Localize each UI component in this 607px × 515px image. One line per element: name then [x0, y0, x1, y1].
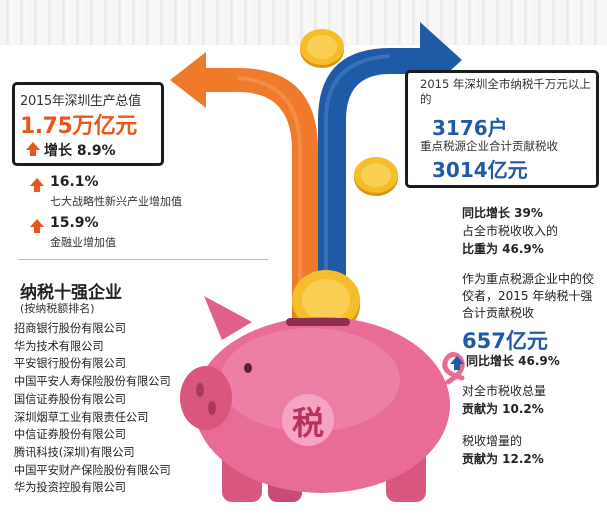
top-taxpayers-subtitle: (按纳税额排名)	[20, 302, 95, 315]
tax-box-line1: 2015 年深圳全市纳税千万元以上的	[420, 77, 591, 106]
gdp-title: 2015年深圳生产总值	[20, 94, 141, 109]
list-item: 腾讯科技(深圳)有限公司	[14, 445, 135, 459]
top-taxpayers-title: 纳税十强企业	[20, 283, 122, 303]
tax-box	[405, 70, 599, 188]
gdp-value: 1.75万亿元	[20, 114, 137, 139]
list-item: 华为技术有限公司	[14, 339, 104, 353]
finance-stat-value: 15.9%	[50, 215, 99, 231]
contrib-incr-value: 贡献为 12.2%	[462, 452, 544, 466]
list-item: 平安银行股份有限公司	[14, 357, 126, 371]
top10-amount: 657亿元	[462, 329, 548, 353]
coin-middle	[354, 157, 398, 196]
list-item: 中信证券股份有限公司	[14, 428, 126, 442]
top10-description: 作为重点税源企业中的佼佼者，2015 年纳税十强合计贡献税收	[462, 272, 595, 320]
gdp-growth: 增长 8.9%	[44, 143, 116, 159]
contrib-incr-label: 税收增量的	[462, 434, 523, 448]
share-label: 占全市税收收入的	[462, 224, 559, 238]
tax-character: 税	[291, 404, 324, 442]
list-item: 中国平安财产保险股份有限公司	[14, 463, 171, 477]
gdp-box	[12, 82, 164, 166]
tax-box-households: 3176户	[432, 116, 508, 140]
list-item: 华为投资控股有限公司	[14, 481, 126, 495]
share-value: 比重为 46.9%	[462, 242, 544, 256]
list-item: 国信证券股份有限公司	[14, 392, 126, 406]
industry-stat-label: 七大战略性新兴产业增加值	[50, 195, 182, 208]
growth-46: 同比增长 46.9%	[466, 354, 560, 368]
finance-up-arrow-icon	[30, 219, 44, 233]
coin-top	[300, 29, 344, 68]
company-list: 招商银行股份有限公司 华为技术有限公司 平安银行股份有限公司 中国平安人寿保险股…	[14, 320, 171, 497]
gdp-up-arrow-icon	[26, 142, 40, 156]
tax-box-line2: 重点税源企业合计贡献税收	[420, 139, 558, 153]
industry-up-arrow-icon	[30, 178, 44, 192]
finance-stat-label: 金融业增加值	[50, 236, 116, 249]
contrib-total-label: 对全市税收总量	[462, 384, 547, 398]
tax-box-amount: 3014亿元	[432, 158, 528, 182]
divider	[18, 259, 268, 260]
blue-up-arrow-icon	[450, 356, 464, 370]
list-item: 深圳烟草工业有限责任公司	[14, 410, 149, 424]
piggy-bank	[180, 296, 465, 502]
growth-39: 同比增长 39%	[462, 206, 543, 220]
list-item: 招商银行股份有限公司	[14, 322, 126, 335]
contrib-total-value: 贡献为 10.2%	[462, 402, 544, 416]
list-item: 中国平安人寿保险股份有限公司	[14, 375, 171, 389]
industry-stat-value: 16.1%	[50, 174, 99, 190]
